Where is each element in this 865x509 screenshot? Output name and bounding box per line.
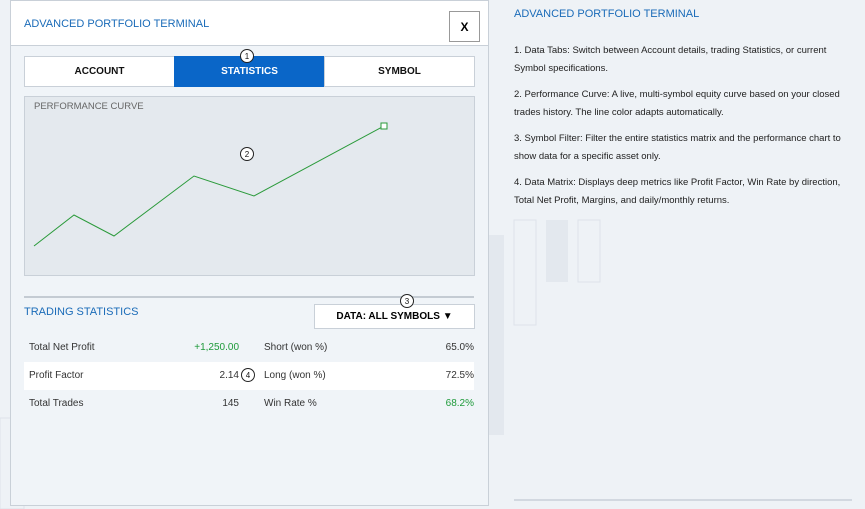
callout: 2 — [240, 147, 254, 161]
tab[interactable]: ACCOUNT — [24, 56, 175, 87]
stat-value: 72.5% — [445, 370, 474, 381]
stat-row: Total Trades 145 Win Rate % 68.2% — [24, 390, 474, 418]
stat-label: Profit Factor — [29, 370, 84, 381]
help-item: 4. Data Matrix: Displays deep metrics li… — [514, 177, 841, 206]
symbol-filter[interactable]: DATA: ALL SYMBOLS ▼ — [314, 304, 475, 329]
stat-label: Total Net Profit — [29, 342, 95, 353]
help-item: 1. Data Tabs: Switch between Account det… — [514, 45, 827, 74]
header — [10, 0, 489, 46]
panel-title: ADVANCED PORTFOLIO TERMINAL — [24, 18, 210, 30]
divider — [24, 296, 474, 298]
help-title: ADVANCED PORTFOLIO TERMINAL — [514, 8, 700, 20]
section-title: TRADING STATISTICS — [24, 306, 139, 318]
callout: 4 — [241, 368, 255, 382]
stat-row: Total Net Profit +1,250.00 Short (won %)… — [24, 334, 474, 362]
close-button[interactable]: X — [449, 11, 480, 42]
callout: 1 — [240, 49, 254, 63]
stat-label: Short (won %) — [264, 342, 328, 353]
tab[interactable]: SYMBOL — [324, 56, 475, 87]
help-item: 2. Performance Curve: A live, multi-symb… — [514, 89, 840, 118]
stat-value: 65.0% — [445, 342, 474, 353]
stat-label: Win Rate % — [264, 398, 317, 409]
stat-value: 2.14 — [219, 370, 239, 381]
stat-value: 68.2% — [445, 398, 474, 409]
stat-label: Long (won %) — [264, 370, 326, 381]
performance-curve — [33, 122, 388, 247]
chart-area — [24, 96, 475, 276]
help-item: 3. Symbol Filter: Filter the entire stat… — [514, 133, 841, 162]
stat-value: 145 — [222, 398, 239, 409]
callout: 3 — [400, 294, 414, 308]
chart-label: PERFORMANCE CURVE — [34, 101, 144, 112]
stat-label: Total Trades — [29, 398, 84, 409]
stat-value: +1,250.00 — [194, 342, 239, 353]
